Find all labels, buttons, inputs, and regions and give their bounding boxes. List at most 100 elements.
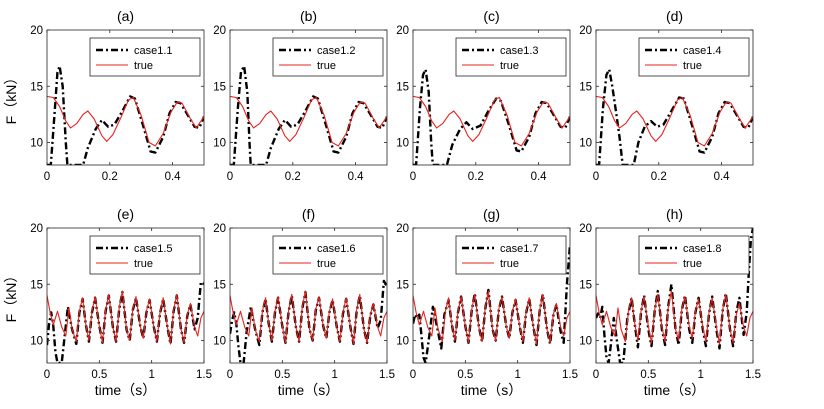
subplot-title: (b) xyxy=(300,8,317,24)
y-tick-label: 10 xyxy=(396,138,409,150)
y-tick-label: 10 xyxy=(213,138,226,150)
axes-box xyxy=(229,227,388,364)
axes-box xyxy=(595,227,754,364)
legend-label: true xyxy=(500,258,519,270)
legend-label: true xyxy=(500,60,519,72)
y-tick-label: 20 xyxy=(579,223,592,235)
legend-label: case1.6 xyxy=(317,243,356,255)
legend-label: case1.4 xyxy=(683,45,722,57)
x-axis-label: time（s） xyxy=(278,382,339,398)
y-tick-label: 20 xyxy=(579,25,592,37)
legend-box xyxy=(638,235,750,275)
y-tick-label: 10 xyxy=(30,138,43,150)
legend-box xyxy=(89,235,201,275)
x-tick-label: 0.2 xyxy=(102,171,118,183)
legend: case1.2 true xyxy=(272,37,384,77)
x-tick-label: 0.4 xyxy=(531,171,548,183)
x-tick-label: 0 xyxy=(593,171,599,183)
axes-box xyxy=(229,29,388,166)
axes-box xyxy=(412,227,571,364)
x-axis-label: time（s） xyxy=(461,382,522,398)
series-line-true xyxy=(47,290,204,345)
y-tick-label: 10 xyxy=(30,336,43,348)
legend: case1.1 true xyxy=(89,37,201,77)
series-line-true xyxy=(596,290,753,345)
y-tick-label: 15 xyxy=(579,279,592,291)
legend-label: case1.2 xyxy=(317,45,356,57)
legend-label: case1.7 xyxy=(500,243,539,255)
y-tick-label: 10 xyxy=(396,336,409,348)
x-tick-label: 0 xyxy=(227,171,233,183)
series-line-true xyxy=(230,95,387,147)
legend-box xyxy=(455,235,567,275)
y-tick-label: 10 xyxy=(213,336,226,348)
legend-box xyxy=(455,37,567,77)
subplot-title: (e) xyxy=(117,206,134,222)
subplot-title: (a) xyxy=(117,8,134,24)
x-tick-label: 0 xyxy=(44,171,50,183)
subplot-1: 0 0.2 0.4 10 15 20 (a) F（kN） case1.1 true xyxy=(3,8,205,183)
x-tick-label: 1.5 xyxy=(379,369,395,381)
x-tick-label: 0 xyxy=(227,369,233,381)
legend: case1.7 true xyxy=(455,235,567,275)
x-tick-label: 1 xyxy=(514,369,520,381)
subplot-5: 0 0.5 1 1.5 10 15 20 (e) time（s） F（kN） case1.5 true xyxy=(3,206,212,398)
legend: case1.6 true xyxy=(272,235,384,275)
y-axis-label: F（kN） xyxy=(3,269,19,323)
subplot-7: 0 0.5 1 1.5 10 15 20 (g) time（s） case1.7 true xyxy=(396,206,578,398)
legend-label: true xyxy=(683,258,702,270)
x-tick-label: 1.5 xyxy=(745,369,761,381)
legend: case1.8 true xyxy=(638,235,750,275)
x-tick-label: 1.5 xyxy=(562,369,578,381)
y-tick-label: 20 xyxy=(213,223,226,235)
x-tick-label: 0.4 xyxy=(165,171,182,183)
axes-box xyxy=(46,227,205,364)
subplot-8: 0 0.5 1 1.5 10 15 20 (h) time（s） case1.8 true xyxy=(579,206,761,398)
series-line-true xyxy=(596,95,753,147)
legend-label: case1.3 xyxy=(500,45,539,57)
x-axis-label: time（s） xyxy=(644,382,705,398)
y-tick-label: 20 xyxy=(396,223,409,235)
x-tick-label: 0 xyxy=(410,369,416,381)
y-tick-label: 20 xyxy=(30,223,43,235)
x-tick-label: 1 xyxy=(148,369,154,381)
subplot-4: 0 0.2 0.4 10 15 20 (d) case1.4 true xyxy=(579,8,754,183)
x-tick-label: 0.2 xyxy=(285,171,301,183)
subplot-title: (g) xyxy=(483,206,500,222)
legend-label: true xyxy=(134,60,153,72)
y-tick-label: 15 xyxy=(396,279,409,291)
axes-box xyxy=(412,29,571,166)
y-tick-label: 20 xyxy=(213,25,226,37)
y-tick-label: 15 xyxy=(213,81,226,93)
series-line-true xyxy=(413,95,570,147)
x-tick-label: 1.5 xyxy=(196,369,212,381)
y-tick-label: 15 xyxy=(213,279,226,291)
x-tick-label: 0.4 xyxy=(714,171,731,183)
subplot-3: 0 0.2 0.4 10 15 20 (c) case1.3 true xyxy=(396,8,571,183)
legend-label: true xyxy=(317,258,336,270)
legend-label: true xyxy=(134,258,153,270)
legend-label: true xyxy=(683,60,702,72)
legend-label: case1.8 xyxy=(683,243,722,255)
y-tick-label: 15 xyxy=(30,279,43,291)
series-line-true xyxy=(230,290,387,345)
y-tick-label: 10 xyxy=(579,336,592,348)
x-tick-label: 0.2 xyxy=(651,171,667,183)
subplot-title: (d) xyxy=(666,8,683,24)
legend-box xyxy=(89,37,201,77)
series-line-true xyxy=(47,95,204,147)
x-axis-label: time（s） xyxy=(95,382,156,398)
subplot-6: 0 0.5 1 1.5 10 15 20 (f) time（s） case1.6 true xyxy=(213,206,395,398)
x-tick-label: 0.5 xyxy=(91,369,107,381)
legend-box xyxy=(272,37,384,77)
series-line-case1-8 xyxy=(596,228,753,363)
y-tick-label: 15 xyxy=(30,81,43,93)
subplot-title: (c) xyxy=(483,8,499,24)
x-tick-label: 0.5 xyxy=(457,369,473,381)
x-tick-label: 0.4 xyxy=(348,171,365,183)
x-tick-label: 0 xyxy=(44,369,50,381)
y-axis-label: F（kN） xyxy=(3,71,19,125)
y-tick-label: 10 xyxy=(579,138,592,150)
legend-box xyxy=(638,37,750,77)
